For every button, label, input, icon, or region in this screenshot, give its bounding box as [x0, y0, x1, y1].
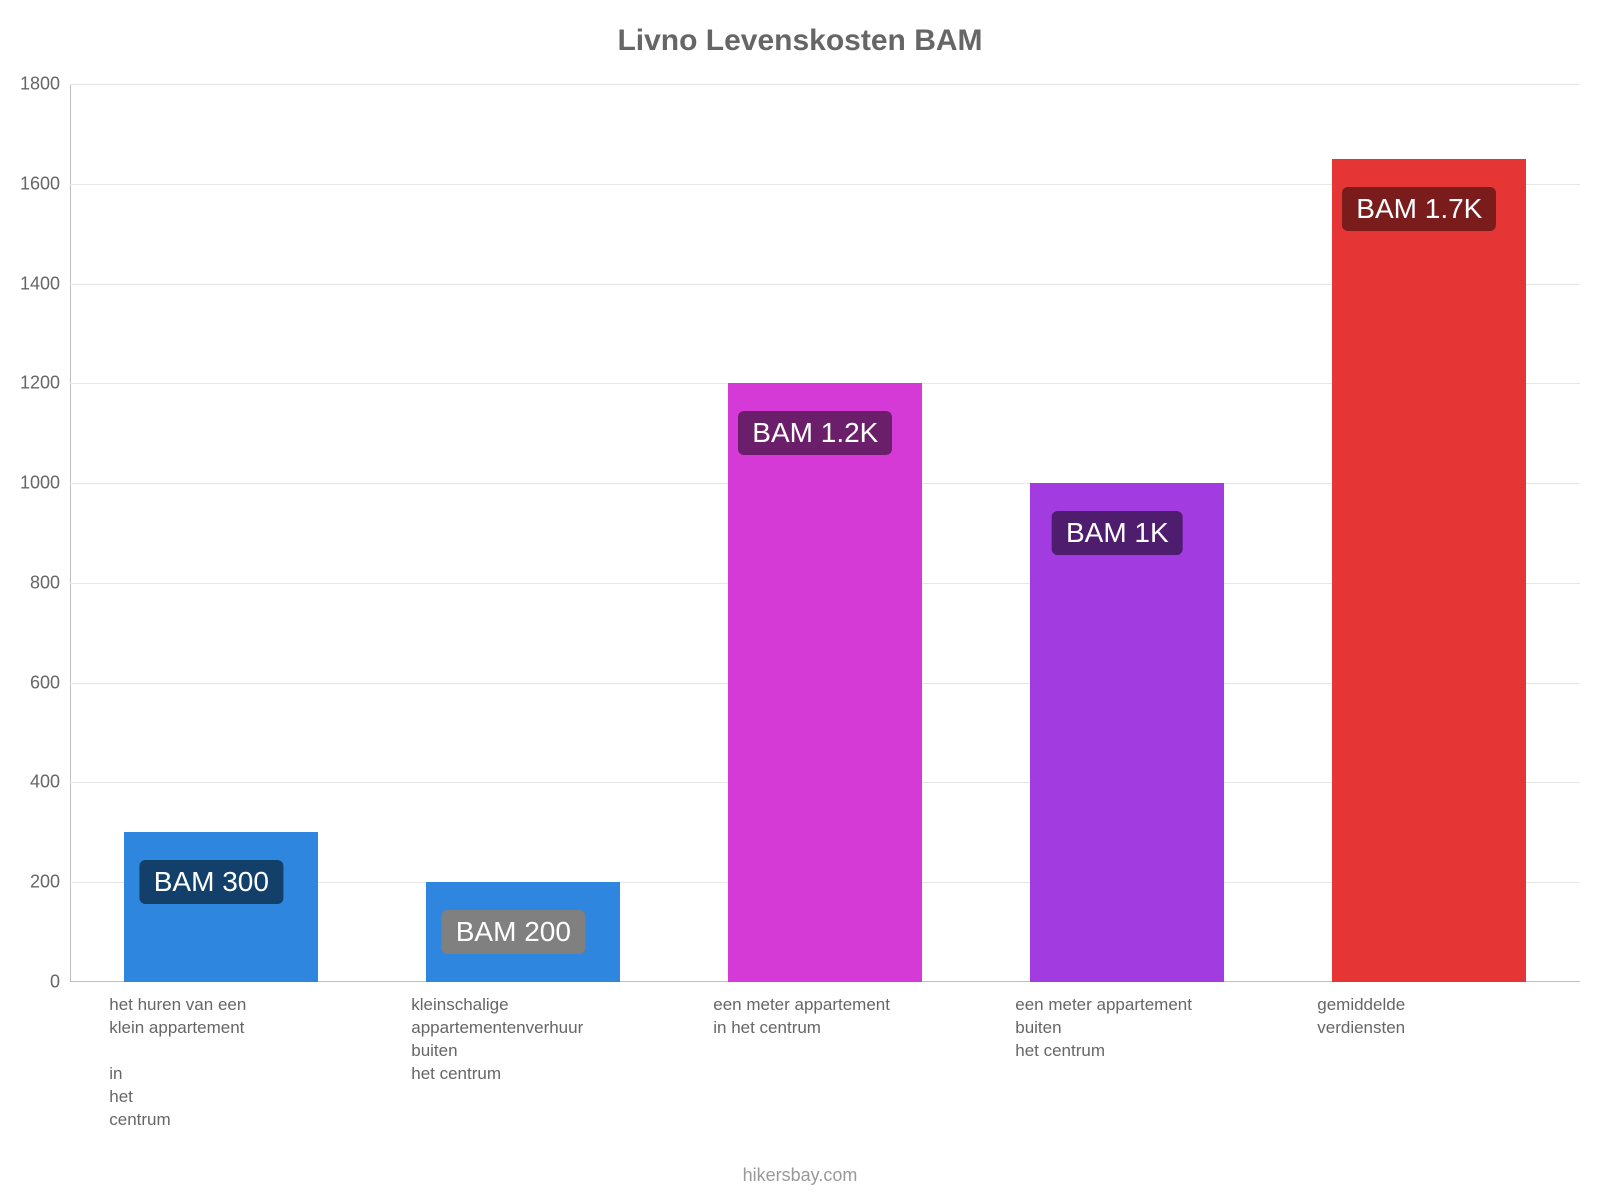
bar: [1030, 483, 1223, 982]
x-axis-category-label: kleinschalige appartementenverhuur buite…: [411, 994, 683, 1086]
y-tick-label: 1000: [20, 473, 70, 494]
y-tick-label: 1600: [20, 173, 70, 194]
y-tick-label: 600: [30, 672, 70, 693]
y-axis-line: [70, 84, 71, 982]
bar: [124, 832, 317, 982]
y-tick-label: 400: [30, 772, 70, 793]
cost-of-living-chart: Livno Levenskosten BAM 02004006008001000…: [0, 0, 1600, 1200]
y-tick-label: 0: [50, 972, 70, 993]
x-axis-category-label: een meter appartement in het centrum: [713, 994, 985, 1040]
y-tick-label: 1400: [20, 273, 70, 294]
value-badge: BAM 1.7K: [1342, 187, 1496, 231]
value-badge: BAM 300: [140, 860, 283, 904]
x-axis-category-label: gemiddelde verdiensten: [1317, 994, 1589, 1040]
bar: [728, 383, 921, 982]
y-tick-label: 1800: [20, 74, 70, 95]
value-badge: BAM 1K: [1052, 511, 1183, 555]
value-badge: BAM 1.2K: [738, 411, 892, 455]
bar: [1332, 159, 1525, 982]
gridline: [70, 84, 1580, 85]
value-badge: BAM 200: [442, 910, 585, 954]
chart-credit: hikersbay.com: [0, 1165, 1600, 1186]
chart-title: Livno Levenskosten BAM: [0, 24, 1600, 58]
y-tick-label: 1200: [20, 373, 70, 394]
x-axis-category-label: het huren van een klein appartement in h…: [109, 994, 381, 1132]
x-axis-category-label: een meter appartement buiten het centrum: [1015, 994, 1287, 1063]
plot-area: 020040060080010001200140016001800BAM 300…: [70, 84, 1580, 982]
y-tick-label: 200: [30, 872, 70, 893]
x-axis-labels: het huren van een klein appartement in h…: [70, 994, 1580, 1194]
y-tick-label: 800: [30, 572, 70, 593]
